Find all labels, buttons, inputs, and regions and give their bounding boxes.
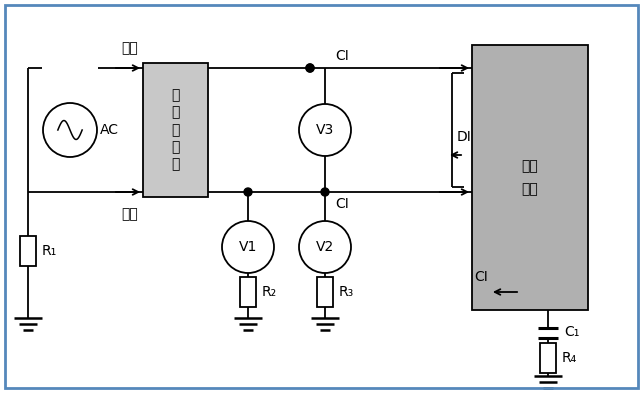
- Bar: [540, 343, 556, 373]
- Text: CI: CI: [335, 197, 349, 211]
- Text: R₁: R₁: [42, 244, 57, 258]
- Text: 零线: 零线: [122, 207, 138, 221]
- Text: CI: CI: [335, 49, 349, 63]
- Text: V2: V2: [316, 240, 334, 254]
- Text: 低
通
滤
波
器: 低 通 滤 波 器: [171, 88, 179, 172]
- Bar: [20, 236, 36, 266]
- Circle shape: [306, 64, 314, 72]
- Bar: [472, 45, 588, 310]
- Circle shape: [244, 188, 252, 196]
- Circle shape: [321, 188, 329, 196]
- Circle shape: [299, 104, 351, 156]
- Circle shape: [299, 221, 351, 273]
- Text: 火线: 火线: [122, 41, 138, 55]
- Bar: [240, 277, 256, 307]
- Text: CI: CI: [475, 270, 488, 284]
- Text: 电子
设备: 电子 设备: [521, 159, 538, 196]
- Text: R₂: R₂: [262, 285, 277, 299]
- Text: V1: V1: [239, 240, 257, 254]
- Circle shape: [222, 221, 274, 273]
- Text: R₃: R₃: [339, 285, 354, 299]
- Text: V3: V3: [316, 123, 334, 137]
- Circle shape: [43, 103, 97, 157]
- Bar: [317, 277, 333, 307]
- Text: DI: DI: [457, 130, 472, 144]
- Text: R₄: R₄: [562, 351, 577, 364]
- Text: AC: AC: [100, 123, 119, 137]
- Circle shape: [306, 64, 314, 72]
- Bar: [143, 63, 208, 197]
- Text: C₁: C₁: [564, 325, 579, 340]
